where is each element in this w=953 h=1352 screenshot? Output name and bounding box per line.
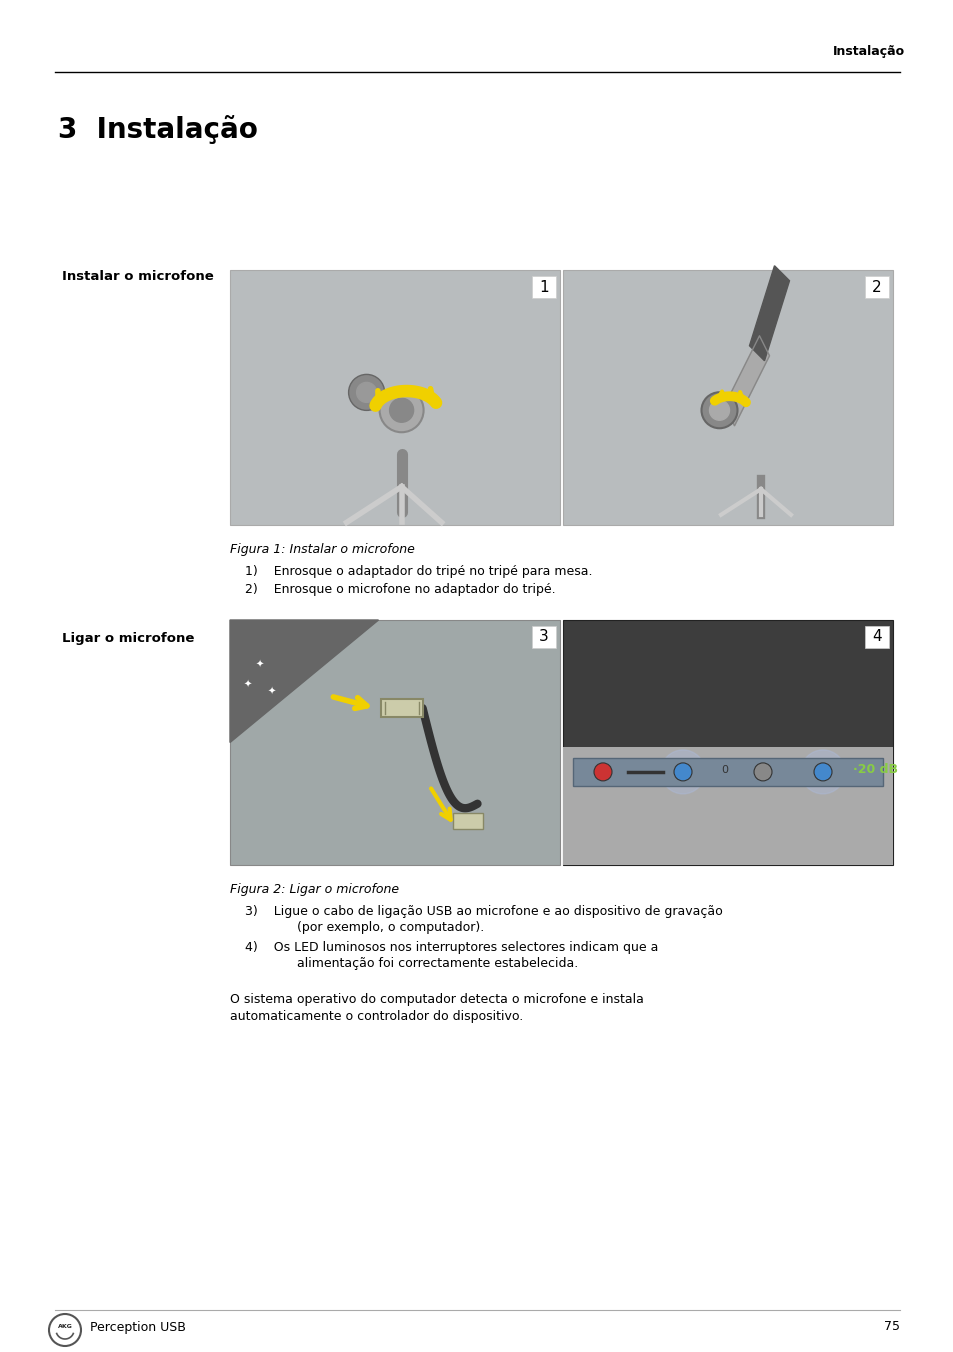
Bar (532, 626, 556, 648)
Circle shape (389, 399, 414, 422)
Circle shape (594, 763, 612, 781)
Circle shape (348, 375, 384, 411)
Bar (562, 748, 892, 865)
Circle shape (379, 388, 423, 433)
Text: Figura 2: Ligar o microfone: Figura 2: Ligar o microfone (230, 883, 398, 896)
Circle shape (753, 763, 771, 781)
Text: ✦: ✦ (244, 680, 252, 690)
Text: 3)    Ligue o cabo de ligação USB ao microfone e ao dispositivo de gravação: 3) Ligue o cabo de ligação USB ao microf… (245, 904, 722, 918)
Text: (por exemplo, o computador).: (por exemplo, o computador). (265, 921, 484, 934)
Text: 4)    Os LED luminosos nos interruptores selectores indicam que a: 4) Os LED luminosos nos interruptores se… (245, 941, 658, 955)
Text: O sistema operativo do computador detecta o microfone e instala: O sistema operativo do computador detect… (230, 992, 643, 1006)
Text: 3  Instalação: 3 Instalação (58, 115, 257, 145)
Text: 75: 75 (883, 1321, 899, 1333)
Text: Figura 1: Instalar o microfone: Figura 1: Instalar o microfone (230, 544, 415, 556)
Text: Instalação: Instalação (832, 45, 904, 58)
Bar (380, 699, 422, 717)
Circle shape (700, 392, 737, 429)
Circle shape (356, 383, 376, 403)
Text: AKG: AKG (57, 1325, 72, 1329)
Bar (452, 813, 482, 829)
Text: ✦: ✦ (268, 687, 275, 698)
Bar (532, 276, 556, 297)
Bar (864, 276, 888, 297)
Text: 2)    Enrosque o microfone no adaptador do tripé.: 2) Enrosque o microfone no adaptador do … (245, 583, 555, 596)
Bar (230, 621, 559, 865)
Text: alimentação foi correctamente estabelecida.: alimentação foi correctamente estabeleci… (265, 957, 578, 969)
Text: automaticamente o controlador do dispositivo.: automaticamente o controlador do disposi… (230, 1010, 522, 1023)
Bar (562, 270, 892, 525)
Text: 3: 3 (538, 630, 548, 645)
Text: 0: 0 (720, 765, 728, 775)
Text: ·20 dB: ·20 dB (852, 764, 897, 776)
Circle shape (660, 750, 704, 794)
Circle shape (49, 1314, 81, 1347)
Text: Instalar o microfone: Instalar o microfone (62, 270, 213, 283)
Text: 2: 2 (871, 280, 881, 295)
Polygon shape (723, 335, 769, 426)
Bar (230, 270, 559, 525)
Circle shape (801, 750, 844, 794)
Circle shape (709, 400, 729, 420)
Bar (562, 621, 892, 865)
Text: 4: 4 (871, 630, 881, 645)
Text: Ligar o microfone: Ligar o microfone (62, 631, 194, 645)
Text: 1: 1 (538, 280, 548, 295)
Polygon shape (230, 621, 378, 742)
Bar (864, 626, 888, 648)
Circle shape (673, 763, 691, 781)
Polygon shape (749, 266, 789, 361)
Bar (573, 758, 882, 786)
Text: Perception USB: Perception USB (90, 1321, 186, 1333)
Text: 1)    Enrosque o adaptador do tripé no tripé para mesa.: 1) Enrosque o adaptador do tripé no trip… (245, 565, 592, 579)
Text: ✦: ✦ (255, 660, 264, 671)
Circle shape (813, 763, 831, 781)
